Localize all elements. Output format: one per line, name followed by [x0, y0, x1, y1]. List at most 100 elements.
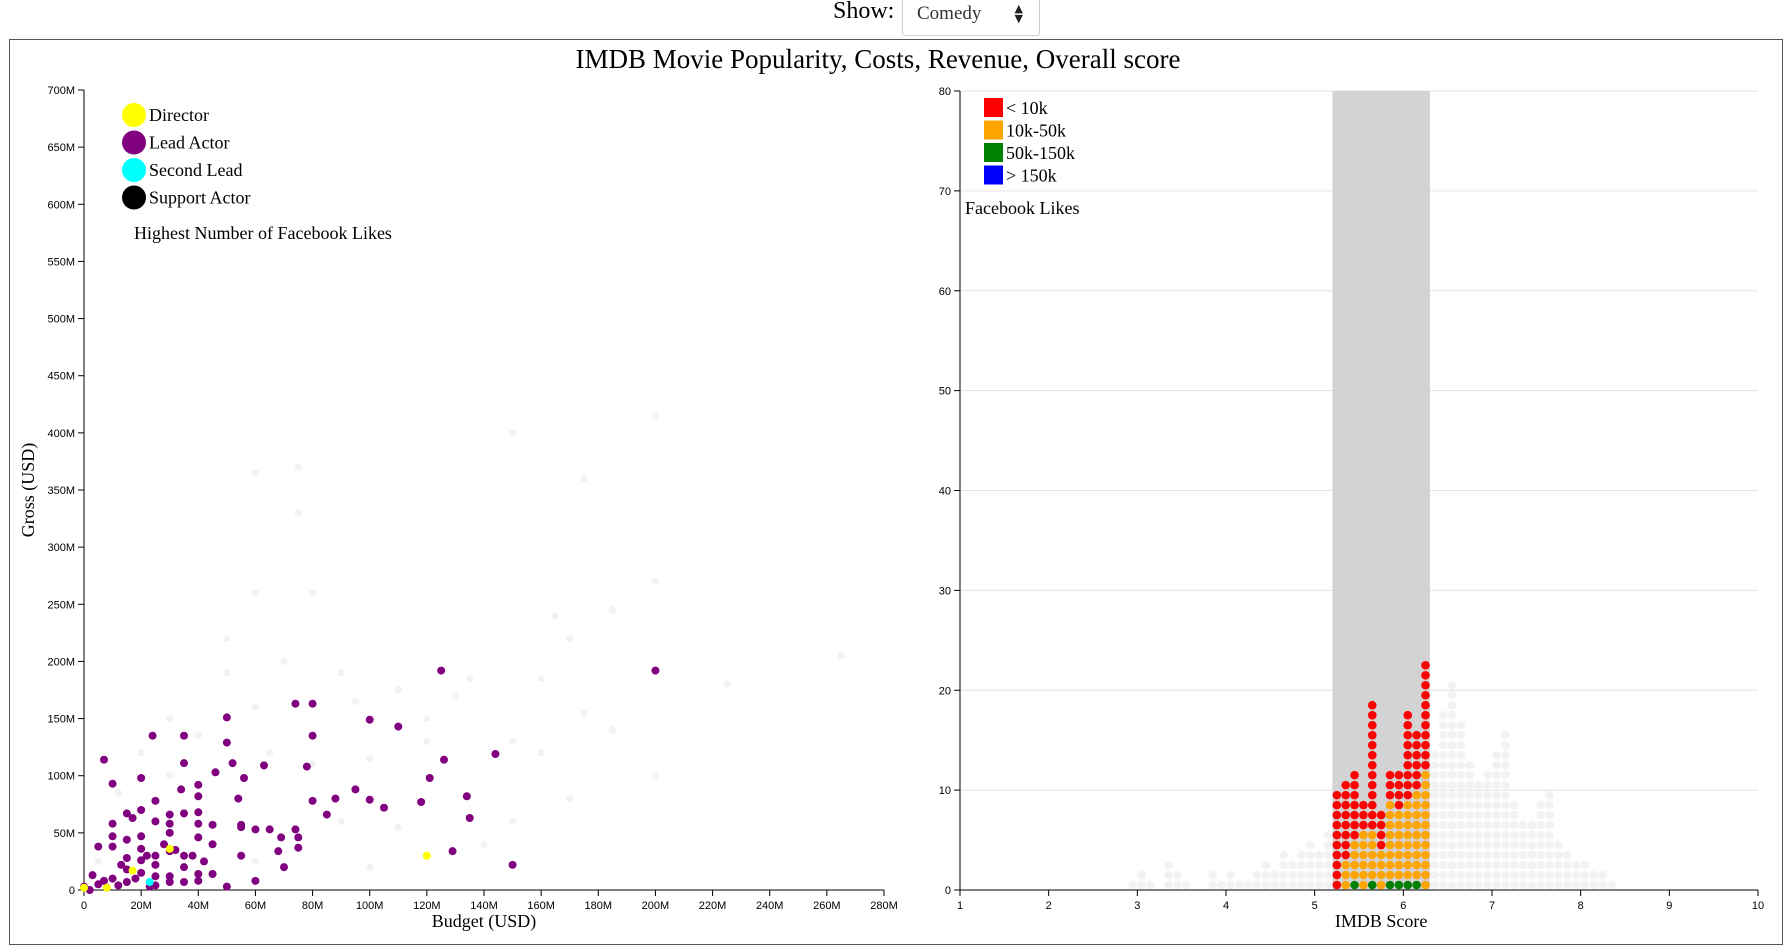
scatter-point-faded [194, 732, 202, 740]
scatter-point-lead [94, 842, 103, 851]
x-tick-label: 120M [413, 900, 441, 912]
scatter-point-faded [166, 714, 174, 723]
scatter-point-lead [222, 713, 231, 722]
legend-swatch-second [122, 158, 146, 182]
scatter-point-lead [131, 874, 140, 883]
y-tick-label: 0 [69, 885, 75, 897]
scatter-point-lead [180, 878, 188, 886]
y-tick-label: 450M [47, 371, 75, 383]
scatter-point-lead [194, 833, 203, 842]
scatter-point-lead [251, 876, 260, 885]
scatter-point-lead [180, 851, 188, 860]
x-tick-label: 0 [81, 900, 87, 912]
scatter-point-faded [651, 412, 660, 420]
scatter-point-lead [194, 792, 203, 801]
y-tick-label: 600M [47, 199, 75, 211]
scatter-point-lead [177, 785, 186, 794]
scatter-point-lead [308, 731, 317, 740]
scatter-point-faded [394, 823, 402, 831]
scatter-point-faded [508, 817, 517, 826]
x-tick-label: 60M [245, 900, 266, 912]
scatter-point-second [145, 878, 154, 886]
genre-select[interactable]: Comedy ▲ ▼ [902, 0, 1040, 36]
scatter-point-lead [151, 851, 160, 860]
scatter-point-lead [108, 842, 117, 851]
scatter-point-lead [151, 796, 160, 805]
scatter-point-lead [440, 755, 448, 764]
scatter-point-faded [337, 669, 345, 677]
y-tick-label: 200M [47, 656, 75, 668]
scatter-point-lead [180, 731, 188, 740]
x-tick-label: 140M [470, 900, 498, 912]
scatter-point-lead [137, 856, 146, 865]
y-tick-label: 350M [47, 485, 75, 497]
legend-swatch-support [122, 185, 146, 210]
scatter-point-lead [148, 731, 157, 740]
scatter-point-faded [651, 772, 660, 780]
scatter-point-faded [551, 612, 560, 620]
scatter-point-faded [394, 686, 402, 694]
scatter-point-lead [365, 715, 374, 724]
scatter-point-lead [211, 768, 220, 777]
scatter-point-lead [137, 774, 146, 782]
scatter-point-faded [651, 577, 660, 586]
scatter-point-lead [394, 722, 403, 731]
legend-label: Director [149, 105, 209, 125]
x-tick-label: 80M [302, 900, 323, 912]
y-axis-label: Gross (USD) [18, 443, 39, 538]
scatter-point-lead [234, 794, 243, 803]
scatter-point-faded [166, 772, 174, 780]
scatter-point-lead [508, 860, 517, 869]
scatter-point-faded [537, 674, 545, 683]
scatter-point-faded [294, 509, 302, 517]
show-label: Show: [833, 0, 895, 24]
scatter-point-faded [366, 863, 374, 871]
legend-swatch-lead [122, 130, 146, 155]
scatter-point-lead [237, 823, 246, 832]
y-tick-label: 50M [54, 828, 75, 840]
scatter-point-faded [308, 589, 317, 597]
top-bar: Show: Comedy ▲ ▼ [0, 0, 1792, 40]
scatter-point-director [128, 866, 137, 875]
scatter-point-lead [160, 840, 168, 849]
scatter-point-lead [122, 809, 131, 818]
x-tick-label: 240M [756, 900, 784, 912]
scatter-point-faded [837, 652, 845, 660]
scatter-point-lead [208, 820, 217, 829]
scatter-point-lead [137, 868, 146, 877]
scatter-point-lead [417, 798, 426, 806]
legend-caption: Highest Number of Facebook Likes [134, 223, 392, 243]
scatter-point-lead [302, 762, 311, 771]
genre-select-value: Comedy [917, 3, 982, 24]
scatter-point-faded [566, 634, 574, 643]
budget-gross-scatter-chart: 0 20M 40M 60M 80M 100M 120M 140M 160M 180M 200M 220… [18, 85, 898, 932]
scatter-point-lead [291, 699, 300, 708]
y-tick-label: 700M [47, 85, 75, 97]
scatter-point-lead [462, 792, 471, 801]
scatter-point-lead [280, 863, 288, 872]
scatter-point-lead [380, 803, 388, 812]
scatter-point-lead [265, 825, 274, 834]
x-tick-label: 220M [699, 900, 727, 912]
scatter-point-faded [251, 469, 260, 477]
x-tick-label: 160M [527, 900, 555, 912]
scatter-point-lead [291, 825, 300, 834]
scatter-point-lead [108, 832, 117, 841]
scatter-point-lead [194, 819, 203, 828]
scatter-point-faded [94, 857, 102, 866]
scatter-point-lead [142, 851, 151, 860]
select-arrows-icon: ▲ ▼ [1014, 2, 1023, 25]
scatter-point-faded [580, 709, 588, 717]
scatter-point-faded [608, 726, 617, 734]
scatter-point-lead [180, 863, 188, 872]
scatter-point-lead [165, 810, 174, 819]
scatter-point-lead [491, 750, 500, 758]
scatter-point-faded [580, 474, 588, 483]
scatter-point-lead [151, 817, 160, 826]
scatter-point-faded [223, 669, 231, 677]
scatter-point-lead [222, 738, 231, 747]
scatter-point-lead [88, 871, 97, 880]
scatter-point-faded [114, 789, 122, 797]
scatter-point-lead [165, 819, 174, 828]
page-title: IMDB Movie Popularity, Costs, Revenue, O… [575, 44, 1181, 74]
